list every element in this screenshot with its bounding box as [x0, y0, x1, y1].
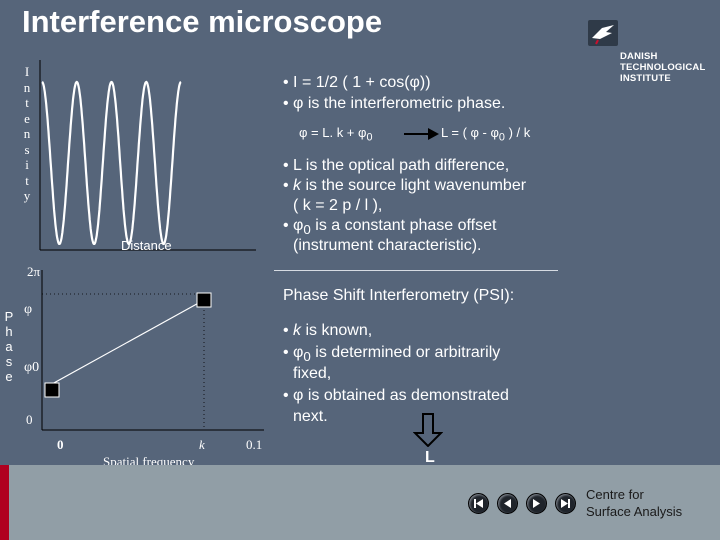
slide-title: Interference microscope [22, 4, 383, 39]
bullet-wavenumber-dot: • [283, 177, 294, 194]
tick-x-k: k [199, 437, 205, 452]
implies-arrow-icon [404, 128, 439, 140]
logo-line-1: DANISH [620, 51, 658, 62]
axis-label-letter: e [5, 369, 13, 384]
psi-bullet-phi0-subscript: 0 [303, 349, 311, 365]
equation-path-difference-end: ) / k [504, 125, 531, 140]
psi-bullet-phi0-start: • φ [283, 344, 304, 361]
bullet-phase-offset: • φ0 is a constant phase offset [283, 216, 496, 240]
psi-bullet-next: next. [293, 408, 328, 425]
bullet-phase-offset-start: • φ [283, 217, 304, 234]
tick-phi: φ [24, 302, 33, 317]
down-arrow-icon [413, 413, 443, 447]
logo-line-3: INSTITUTE [620, 73, 671, 84]
intensity-cosine-curve [41, 80, 182, 245]
tick-zero: 0 [26, 412, 33, 427]
axis-label-letter: t [25, 95, 29, 110]
axis-label-letter: s [24, 141, 30, 157]
bullet-wavenumber-formula: ( k = 2 p / l ), [293, 197, 383, 214]
axis-label-letter: a [5, 339, 13, 354]
equation-phase: φ = L. k + φ0 [299, 125, 372, 144]
distance-axis-label: Distance [121, 238, 172, 253]
psi-bullet-k-dot: • [283, 322, 294, 339]
bird-logo-icon [588, 20, 618, 46]
point-k-phi [196, 292, 212, 308]
psi-bullet-fixed: fixed, [293, 365, 332, 382]
accent-red-bar [0, 465, 9, 540]
previous-slide-icon[interactable] [497, 493, 518, 514]
equation-path-difference-subscript: 0 [498, 131, 505, 144]
equation-intensity: • I = 1/2 ( 1 + cos(φ)) [283, 74, 431, 91]
tick-x-0: 0 [57, 437, 64, 452]
footer-text: Centre for Surface Analysis [586, 486, 682, 520]
intensity-plot [39, 60, 256, 251]
bullet-wavenumber-k: k [293, 177, 302, 194]
tick-2pi: 2π [27, 264, 41, 279]
footer-line-1: Centre for [586, 487, 644, 502]
arrow-label-l: L [425, 449, 435, 466]
first-slide-icon[interactable] [468, 493, 489, 514]
psi-title: Phase Shift Interferometry (PSI): [283, 287, 515, 304]
point-0-phi0 [44, 382, 60, 398]
axis-label-letter: n [23, 79, 31, 95]
equation-phase-text: φ = L. k + φ [299, 125, 367, 140]
psi-bullet-k-letter: k [293, 322, 302, 339]
axis-label-letter: y [23, 188, 31, 203]
bullet-phase-offset-text: is a constant phase offset [310, 217, 497, 234]
psi-bullet-k-known: • k is known, [283, 321, 372, 341]
phase-line [51, 299, 205, 385]
axis-label-letter: e [24, 110, 30, 126]
logo-line-2: TECHNOLOGICAL [620, 62, 706, 73]
axis-label-letter: t [25, 172, 29, 188]
psi-bullet-phi0: • φ0 is determined or arbitrarily [283, 343, 500, 367]
logo-text: DANISH TECHNOLOGICAL INSTITUTE [620, 51, 705, 84]
axis-label-letter: i [25, 157, 29, 172]
equation-phase-definition: • φ is the interferometric phase. [283, 95, 506, 112]
bottom-bar [0, 465, 720, 540]
footer-line-2: Surface Analysis [586, 504, 683, 519]
axis-label-letter: n [23, 126, 31, 141]
axis-label-letter: I [24, 64, 30, 79]
equation-path-difference-text: L = ( φ - φ [441, 125, 499, 140]
psi-bullet-phi0-text: is determined or arbitrarily [310, 344, 501, 361]
last-slide-icon[interactable] [555, 493, 576, 514]
psi-bullet-phi-obtained: • φ is obtained as demonstrated [283, 387, 509, 404]
bullet-phase-offset-subscript: 0 [303, 222, 311, 238]
next-slide-icon[interactable] [526, 493, 547, 514]
equation-phase-subscript: 0 [366, 131, 373, 144]
psi-bullet-k-text: is known, [301, 322, 373, 339]
phase-plot [41, 270, 264, 431]
axis-label-letter: P [4, 309, 14, 324]
axis-label-letter: h [5, 324, 13, 339]
bullet-wavenumber: • k is the source light wavenumber [283, 176, 526, 196]
bullet-optical-path: • L is the optical path difference, [283, 157, 510, 174]
section-divider [274, 270, 558, 271]
equation-path-difference: L = ( φ - φ0 ) / k [441, 125, 530, 144]
tick-phi0: φ0 [24, 360, 40, 375]
tick-x-0-1: 0.1 [246, 437, 263, 452]
bullet-instrument: (instrument characteristic). [293, 237, 482, 254]
bullet-wavenumber-text: is the source light wavenumber [301, 177, 527, 194]
axis-label-letter: s [5, 354, 13, 369]
